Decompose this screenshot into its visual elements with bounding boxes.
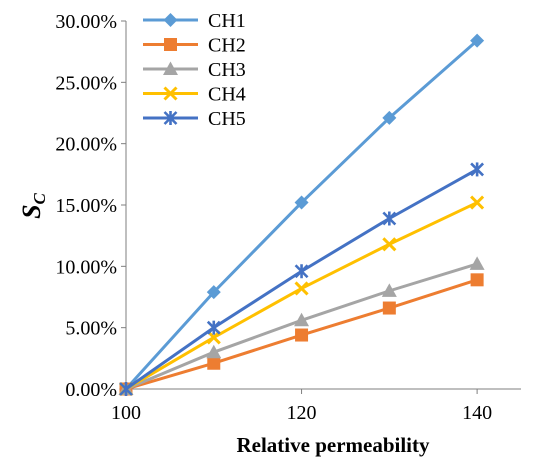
data-point xyxy=(206,344,222,359)
data-point xyxy=(206,285,221,300)
legend-label: CH4 xyxy=(208,84,246,106)
y-axis-title-main: S xyxy=(17,204,46,218)
series-layer xyxy=(118,33,485,397)
legend-item-ch1: CH1 xyxy=(143,10,246,32)
data-point xyxy=(382,237,397,252)
y-tick-label: 25.00% xyxy=(55,72,117,94)
legend-marker xyxy=(164,38,177,51)
legend-marker xyxy=(163,13,178,27)
series-line xyxy=(125,262,478,391)
data-point xyxy=(382,110,397,125)
y-tick-label: 20.00% xyxy=(55,134,117,156)
y-tick-label: 10.00% xyxy=(55,256,117,278)
legend-marker xyxy=(163,61,178,75)
data-point xyxy=(469,256,485,270)
legend-marker xyxy=(163,86,178,101)
data-point xyxy=(206,320,221,335)
y-axis-title: SC xyxy=(17,192,49,218)
legend-item-ch5: CH5 xyxy=(143,108,246,130)
legend-label: CH2 xyxy=(208,35,246,57)
data-point xyxy=(295,328,309,342)
legend-label: CH3 xyxy=(208,59,246,81)
legend-label: CH5 xyxy=(208,108,246,130)
data-point xyxy=(294,281,309,296)
y-tick-label: 15.00% xyxy=(55,195,117,217)
legend-item-ch4: CH4 xyxy=(143,84,246,106)
legend-item-ch3: CH3 xyxy=(143,59,246,81)
data-point xyxy=(470,273,484,287)
axes xyxy=(125,21,521,390)
data-point xyxy=(294,264,309,279)
x-tick-label: 140 xyxy=(462,402,492,424)
y-tick-label: 30.00% xyxy=(55,11,117,33)
legend-item-ch2: CH2 xyxy=(143,35,246,57)
legend-label: CH1 xyxy=(208,10,246,32)
data-point xyxy=(470,33,485,48)
x-tick-label: 120 xyxy=(287,402,317,424)
y-tick-label: 5.00% xyxy=(65,318,117,340)
x-axis-title: Relative permeability xyxy=(236,433,430,457)
x-ticks: 100 120 140 xyxy=(111,389,492,424)
y-ticks: 0.00% 5.00% 10.00% 15.00% 20.00% 25.00% 30.00% xyxy=(55,11,126,401)
y-axis-title-subscript: C xyxy=(30,192,49,204)
data-point xyxy=(294,312,310,327)
data-point xyxy=(382,301,396,315)
series-ch5 xyxy=(119,162,485,396)
legend-marker xyxy=(163,111,178,125)
data-point xyxy=(382,211,397,226)
series-ch1 xyxy=(119,33,485,396)
y-tick-label: 0.00% xyxy=(65,379,117,401)
data-point xyxy=(470,162,485,177)
data-point xyxy=(119,382,133,396)
x-tick-label: 100 xyxy=(111,402,141,424)
data-point xyxy=(294,195,309,210)
data-point xyxy=(470,195,485,210)
data-point xyxy=(381,283,397,297)
data-point xyxy=(207,356,221,370)
